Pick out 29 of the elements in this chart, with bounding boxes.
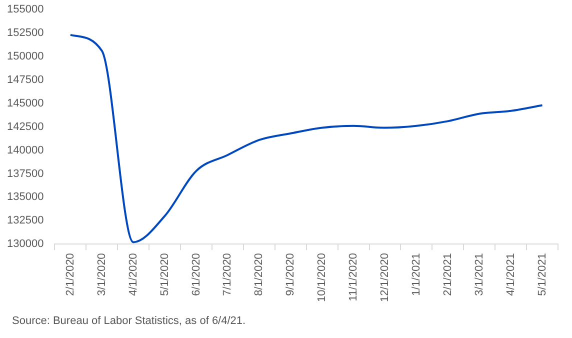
source-note: Source: Bureau of Labor Statistics, as of 6/4/21. (12, 315, 246, 327)
y-tick-label: 137500 (6, 168, 44, 180)
x-tick-label: 2/1/2021 (442, 253, 454, 296)
x-tick-label: 6/1/2020 (190, 253, 202, 296)
x-tick-label: 3/1/2021 (473, 253, 486, 296)
x-tick-label: 5/1/2021 (536, 253, 548, 296)
x-tick-label: 4/1/2020 (127, 253, 140, 296)
y-tick-label: 150000 (6, 50, 44, 63)
x-tick-label: 11/1/2020 (348, 253, 360, 302)
y-tick-label: 145000 (6, 97, 44, 110)
x-tick-label: 2/1/2020 (64, 253, 76, 296)
y-tick-label: 152500 (6, 27, 44, 40)
x-tick-label: 4/1/2021 (504, 253, 517, 296)
x-tick-label: 3/1/2020 (96, 253, 108, 296)
line-series (69, 34, 544, 244)
x-tick-label: 7/1/2020 (222, 253, 234, 296)
y-tick-label: 135000 (6, 191, 44, 204)
y-tick-label: 132500 (6, 214, 44, 227)
y-tick-label: 155000 (6, 4, 44, 16)
y-tick-label: 140000 (6, 144, 44, 156)
x-tick-label: 9/1/2020 (284, 253, 297, 296)
y-tick-label: 147500 (6, 74, 44, 86)
x-tick-label: 12/1/2020 (379, 253, 392, 302)
y-tick-label: 142500 (6, 120, 44, 133)
x-tick-label: 10/1/2020 (316, 253, 328, 302)
x-tick-label: 5/1/2020 (158, 253, 171, 296)
x-tick-label: 8/1/2020 (253, 253, 266, 296)
y-tick-label: 130000 (6, 238, 44, 250)
x-tick-label: 1/1/2021 (410, 253, 422, 296)
